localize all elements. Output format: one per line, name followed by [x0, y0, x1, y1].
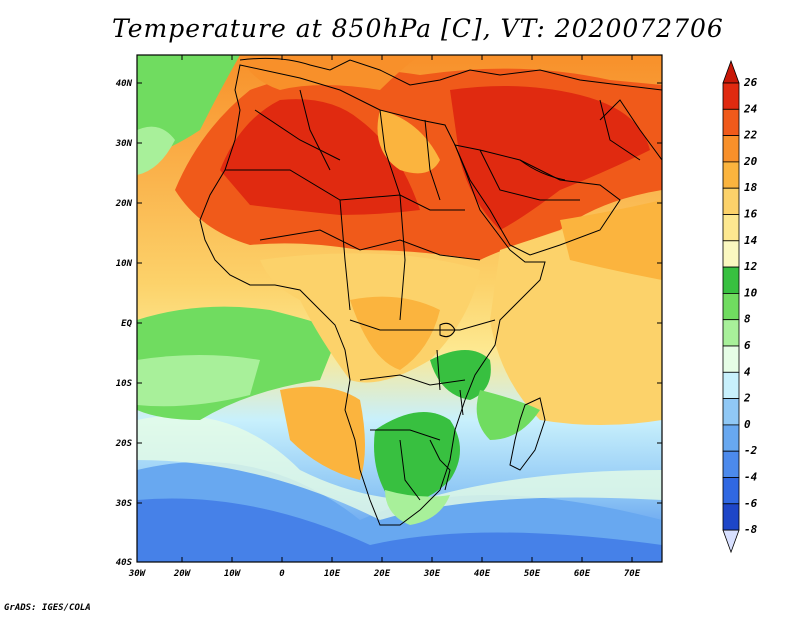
colorbar-swatch — [722, 161, 740, 189]
lat-tick-label: EQ — [121, 319, 132, 329]
lat-tick-label: 30N — [115, 139, 133, 149]
colorbar-swatch — [722, 187, 740, 215]
lon-tick-label: 30E — [423, 569, 441, 579]
lon-tick-label: 40E — [474, 569, 491, 579]
longitude-ticks: 30W 20W 10W 0 10E 20E 30E 40E 50E 60E 70E — [128, 55, 641, 579]
lon-tick-label: 60E — [574, 569, 591, 579]
colorbar-label: 22 — [743, 129, 758, 142]
colorbar-swatch — [722, 424, 740, 452]
colorbar-label: 8 — [744, 313, 751, 326]
colorbar-top-arrow — [722, 59, 740, 84]
lat-tick-label: 20N — [115, 199, 133, 209]
colorbar-label: -2 — [744, 444, 758, 457]
colorbar-label: 20 — [743, 155, 758, 168]
colorbar-label: 0 — [744, 418, 751, 431]
colorbar-swatch — [722, 82, 740, 110]
colorbar-label: -4 — [744, 471, 758, 484]
lon-tick-label: 20E — [373, 569, 391, 579]
colorbar-label: 10 — [744, 286, 758, 299]
grads-credit: GrADS: IGES/COLA — [4, 603, 91, 613]
coastlines — [199, 57, 662, 526]
lat-tick-label: 20S — [115, 439, 133, 449]
colorbar-label: 14 — [744, 234, 758, 247]
colorbar-swatch — [722, 345, 740, 373]
lat-tick-label: 40N — [116, 79, 133, 89]
lon-tick-label: 20W — [173, 569, 192, 579]
lon-tick-label: 70E — [624, 569, 641, 579]
lat-tick-label: 30S — [115, 499, 133, 509]
colorbar-swatch — [722, 450, 740, 478]
colorbar-label: 4 — [744, 365, 751, 378]
colorbar-swatch — [722, 398, 740, 426]
colorbar-swatch — [722, 214, 740, 242]
colorbar-label: 2 — [743, 392, 751, 405]
lon-tick-label: 10W — [224, 569, 242, 579]
lon-tick-label: 50E — [524, 569, 541, 579]
colorbar-label: 18 — [744, 181, 758, 194]
colorbar-bottom-arrow — [722, 529, 740, 554]
temperature-field — [137, 55, 662, 562]
colorbar-label: -8 — [744, 523, 758, 536]
lon-tick-label: 0 — [279, 569, 285, 579]
colorbar-swatch — [722, 477, 740, 505]
latitude-ticks: 40N 30N 20N 10N EQ 10S 20S 30S 40S — [115, 79, 662, 568]
colorbar-label: -6 — [744, 497, 758, 510]
colorbar-swatch — [722, 319, 740, 347]
colorbar-label: 24 — [743, 102, 758, 115]
colorbar-swatch — [722, 108, 740, 137]
colorbar-swatch — [722, 135, 740, 163]
colorbar-label: 6 — [744, 339, 751, 352]
map-title: Temperature at 850hPa [C], VT: 202007270… — [112, 14, 724, 43]
lat-tick-label: 40S — [116, 558, 133, 568]
colorbar-swatch — [722, 240, 740, 268]
lat-tick-label: 10S — [116, 379, 133, 389]
colorbar-swatch — [722, 503, 740, 531]
map-frame — [136, 54, 663, 563]
colorbar-label: 16 — [744, 208, 758, 221]
lon-tick-label: 10E — [324, 569, 341, 579]
colorbar-label: 12 — [744, 260, 758, 273]
colorbar-swatch — [722, 371, 740, 399]
colorbar-swatch — [722, 292, 740, 321]
lon-tick-label: 30W — [128, 569, 147, 579]
colorbar-label: 26 — [743, 76, 758, 89]
colorbar-swatch — [722, 266, 740, 294]
lat-tick-label: 10N — [116, 259, 133, 269]
